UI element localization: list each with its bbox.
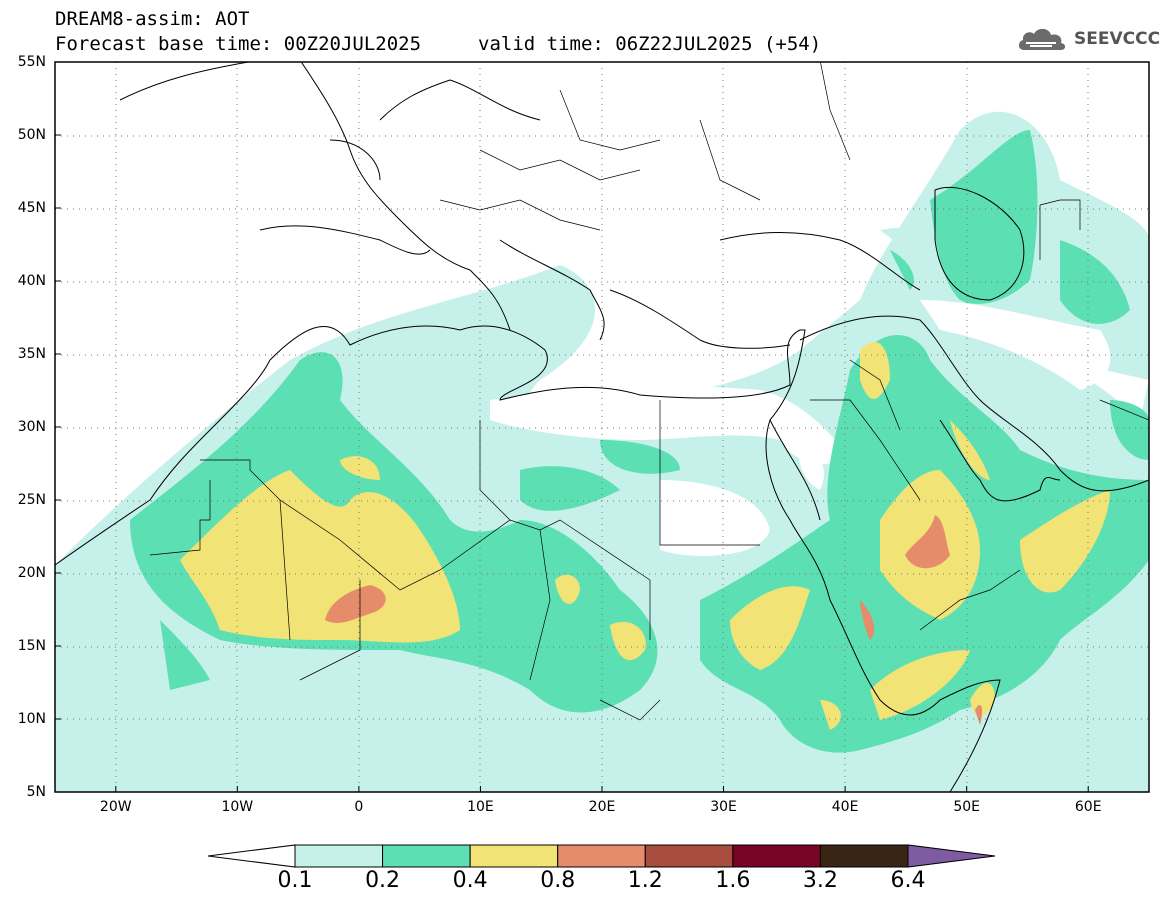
colorbar-segment — [644, 844, 734, 868]
country-borders — [149, 62, 1149, 721]
colorbar-left-arrow — [207, 844, 296, 868]
lon-tick-label: 40E — [831, 799, 859, 815]
lat-tick-label: 25N — [17, 492, 46, 508]
lat-tick-label: 15N — [17, 638, 46, 654]
logo-text: SEEVCCC — [1074, 29, 1161, 49]
lon-tick-label: 60E — [1074, 799, 1102, 815]
colorbar-segment — [732, 844, 821, 868]
colorbar-segment — [294, 844, 384, 868]
lat-tick-label: 40N — [17, 273, 46, 289]
lon-tick-label: 10E — [467, 799, 494, 815]
colorbar-label: 1.6 — [715, 868, 751, 893]
colorbar-label: 3.2 — [802, 868, 838, 893]
lon-tick-label: 20E — [588, 799, 616, 815]
lon-tick-label: 50E — [953, 799, 980, 815]
chart-title: DREAM8-assim: AOT — [55, 8, 250, 30]
aot-level-0.8 — [325, 515, 983, 725]
graticule — [55, 62, 1149, 792]
lat-tick-label: 55N — [17, 54, 46, 70]
lat-tick-label: 5N — [26, 784, 46, 800]
lat-tick-label: 45N — [17, 200, 46, 216]
aot-clear-areas — [490, 300, 1149, 556]
colorbar-segment — [382, 844, 471, 868]
colorbar-label: 1.2 — [627, 868, 663, 893]
axis-ticks — [55, 61, 1089, 793]
lon-tick-label: 30E — [710, 799, 737, 815]
lon-tick-label: 10W — [221, 799, 254, 815]
lat-tick-label: 35N — [17, 346, 46, 362]
valid-time: valid time: 06Z22JUL2025 (+54) — [478, 33, 822, 55]
lat-tick-label: 20N — [17, 565, 46, 581]
forecast-base-time: Forecast base time: 00Z20JUL2025 — [55, 33, 422, 55]
coastlines — [55, 62, 1149, 792]
colorbar-segment — [469, 844, 559, 868]
colorbar-segment — [819, 844, 909, 868]
lat-tick-label: 50N — [17, 127, 46, 143]
lat-tick-label: 30N — [17, 419, 46, 435]
colorbar-label: 0.1 — [277, 868, 313, 893]
colorbar-right-arrow — [907, 844, 996, 868]
colorbar-label: 6.4 — [890, 868, 926, 893]
lon-tick-label: 0 — [354, 799, 364, 815]
colorbar — [207, 844, 996, 868]
colorbar-label: 0.4 — [452, 868, 488, 893]
colorbar-label: 0.2 — [365, 868, 401, 893]
aot-field — [55, 111, 1149, 792]
colorbar-label: 0.8 — [540, 868, 576, 893]
colorbar-segment — [557, 844, 646, 868]
cloud-icon — [1018, 28, 1066, 50]
lon-tick-label: 20W — [99, 799, 132, 815]
seevccc-logo: SEEVCCC — [1016, 22, 1160, 56]
lat-tick-label: 10N — [17, 711, 46, 727]
